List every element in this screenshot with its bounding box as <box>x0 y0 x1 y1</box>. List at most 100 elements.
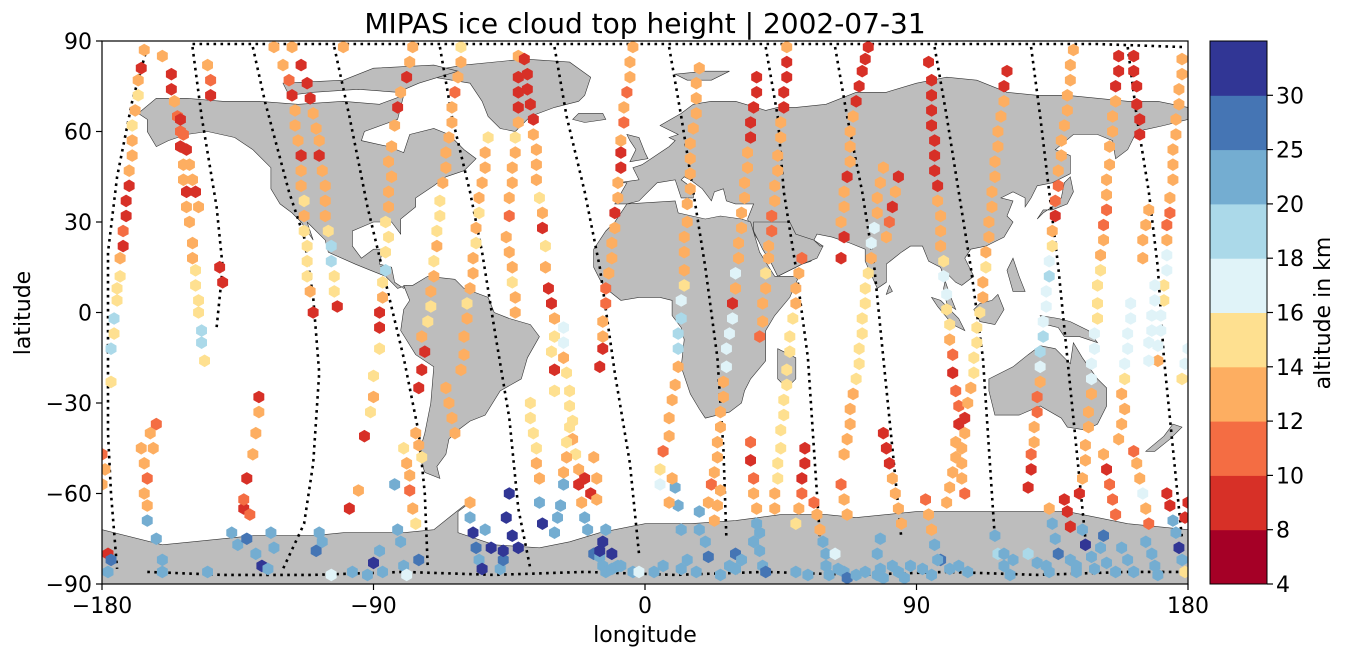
cloud-top-point <box>1140 535 1152 549</box>
cloud-top-point <box>404 55 416 69</box>
cloud-top-point <box>1182 342 1188 355</box>
cloud-top-point <box>540 260 551 274</box>
cloud-top-point <box>413 438 425 452</box>
cloud-top-point <box>1137 233 1149 247</box>
cloud-top-point <box>1046 517 1058 530</box>
cloud-top-point <box>600 523 612 536</box>
cloud-top-point <box>781 363 793 377</box>
colorbar-segment <box>1210 41 1267 96</box>
orbit-track <box>553 46 641 554</box>
cloud-top-point <box>135 61 147 75</box>
orbit-track <box>667 46 728 539</box>
cloud-top-point <box>105 553 117 567</box>
cloud-top-point <box>968 351 980 365</box>
cloud-top-point <box>745 131 756 144</box>
cloud-top-point <box>401 457 413 470</box>
cloud-top-point <box>1110 508 1122 521</box>
cloud-top-point <box>543 282 554 295</box>
cloud-top-point <box>509 291 521 304</box>
cloud-top-point <box>736 553 747 567</box>
cloud-top-point <box>947 466 959 479</box>
cloud-top-point <box>187 173 198 187</box>
cloud-top-point <box>1143 354 1155 368</box>
cloud-top-point <box>959 426 971 440</box>
cloud-top-point <box>524 98 536 111</box>
colorbar-label: altitude in km <box>1311 237 1336 390</box>
cloud-top-point <box>359 429 370 443</box>
cloud-top-point <box>883 215 895 229</box>
cloud-top-point <box>443 131 455 144</box>
cloud-top-point <box>304 92 316 105</box>
cloud-top-point <box>769 487 781 500</box>
cloud-top-point <box>1049 194 1061 208</box>
cloud-top-point <box>440 161 452 174</box>
cloud-top-point <box>781 70 793 84</box>
cloud-top-point <box>757 315 769 328</box>
cloud-top-point <box>1125 297 1137 310</box>
cloud-top-point <box>286 41 298 54</box>
cloud-top-point <box>277 58 289 72</box>
cloud-top-point <box>534 496 545 509</box>
cloud-top-point <box>289 119 301 132</box>
cloud-top-point <box>998 95 1010 108</box>
cloud-top-point <box>537 517 548 530</box>
cloud-top-point <box>1025 463 1037 476</box>
colorbar-tick-label: 20 <box>1276 193 1304 218</box>
cloud-top-point <box>727 297 738 310</box>
colorbar-segment <box>1210 312 1267 368</box>
cloud-top-point <box>295 58 307 72</box>
cloud-top-point <box>986 200 998 214</box>
cloud-top-point <box>473 206 485 220</box>
cloud-top-point <box>859 297 871 310</box>
cloud-top-point <box>1170 113 1182 126</box>
cloud-top-point <box>1070 565 1082 579</box>
cloud-top-point <box>932 553 944 567</box>
cloud-top-point <box>404 469 416 482</box>
cloud-top-point <box>238 493 250 506</box>
cloud-top-point <box>190 264 201 277</box>
cloud-top-point <box>1167 514 1179 527</box>
cloud-top-point <box>512 541 524 555</box>
cloud-top-point <box>582 523 594 536</box>
cloud-top-point <box>527 128 539 141</box>
cloud-top-point <box>503 209 515 223</box>
cloud-top-point <box>1064 520 1076 533</box>
cloud-top-point <box>506 529 518 542</box>
cloud-top-point <box>718 390 729 404</box>
cloud-top-point <box>823 568 835 582</box>
cloud-top-point <box>1164 499 1176 512</box>
cloud-top-point <box>1167 173 1179 187</box>
cloud-top-point <box>193 306 204 319</box>
cloud-top-point <box>473 191 485 205</box>
cloud-top-point <box>1064 73 1076 87</box>
orbit-track <box>191 46 225 328</box>
landmass <box>1144 423 1183 452</box>
cloud-top-point <box>672 342 684 355</box>
cloud-top-point <box>1025 448 1037 461</box>
cloud-top-point <box>784 330 796 343</box>
cloud-top-point <box>669 378 681 392</box>
cloud-top-point <box>796 487 808 500</box>
cloud-top-point <box>989 155 1001 168</box>
cloud-top-point <box>844 125 856 138</box>
landmass <box>1006 257 1026 292</box>
cloud-top-point <box>524 411 536 425</box>
cloud-top-point <box>325 239 337 253</box>
cloud-top-point <box>552 511 563 524</box>
cloud-top-point <box>850 568 862 582</box>
cloud-top-point <box>368 556 379 570</box>
cloud-top-point <box>597 315 609 328</box>
cloud-top-point <box>1122 342 1134 355</box>
cloud-top-point <box>754 544 766 558</box>
cloud-top-point <box>600 297 612 310</box>
cloud-top-point <box>609 221 621 235</box>
cloud-top-point <box>1182 496 1188 509</box>
cloud-top-point <box>141 472 153 485</box>
cloud-top-point <box>214 260 226 274</box>
cloud-top-point <box>534 191 545 205</box>
x-tick-label: 0 <box>638 594 652 619</box>
cloud-top-point <box>241 472 253 485</box>
cloud-top-point <box>615 161 627 174</box>
cloud-top-point <box>889 487 901 500</box>
cloud-top-point <box>512 70 524 84</box>
